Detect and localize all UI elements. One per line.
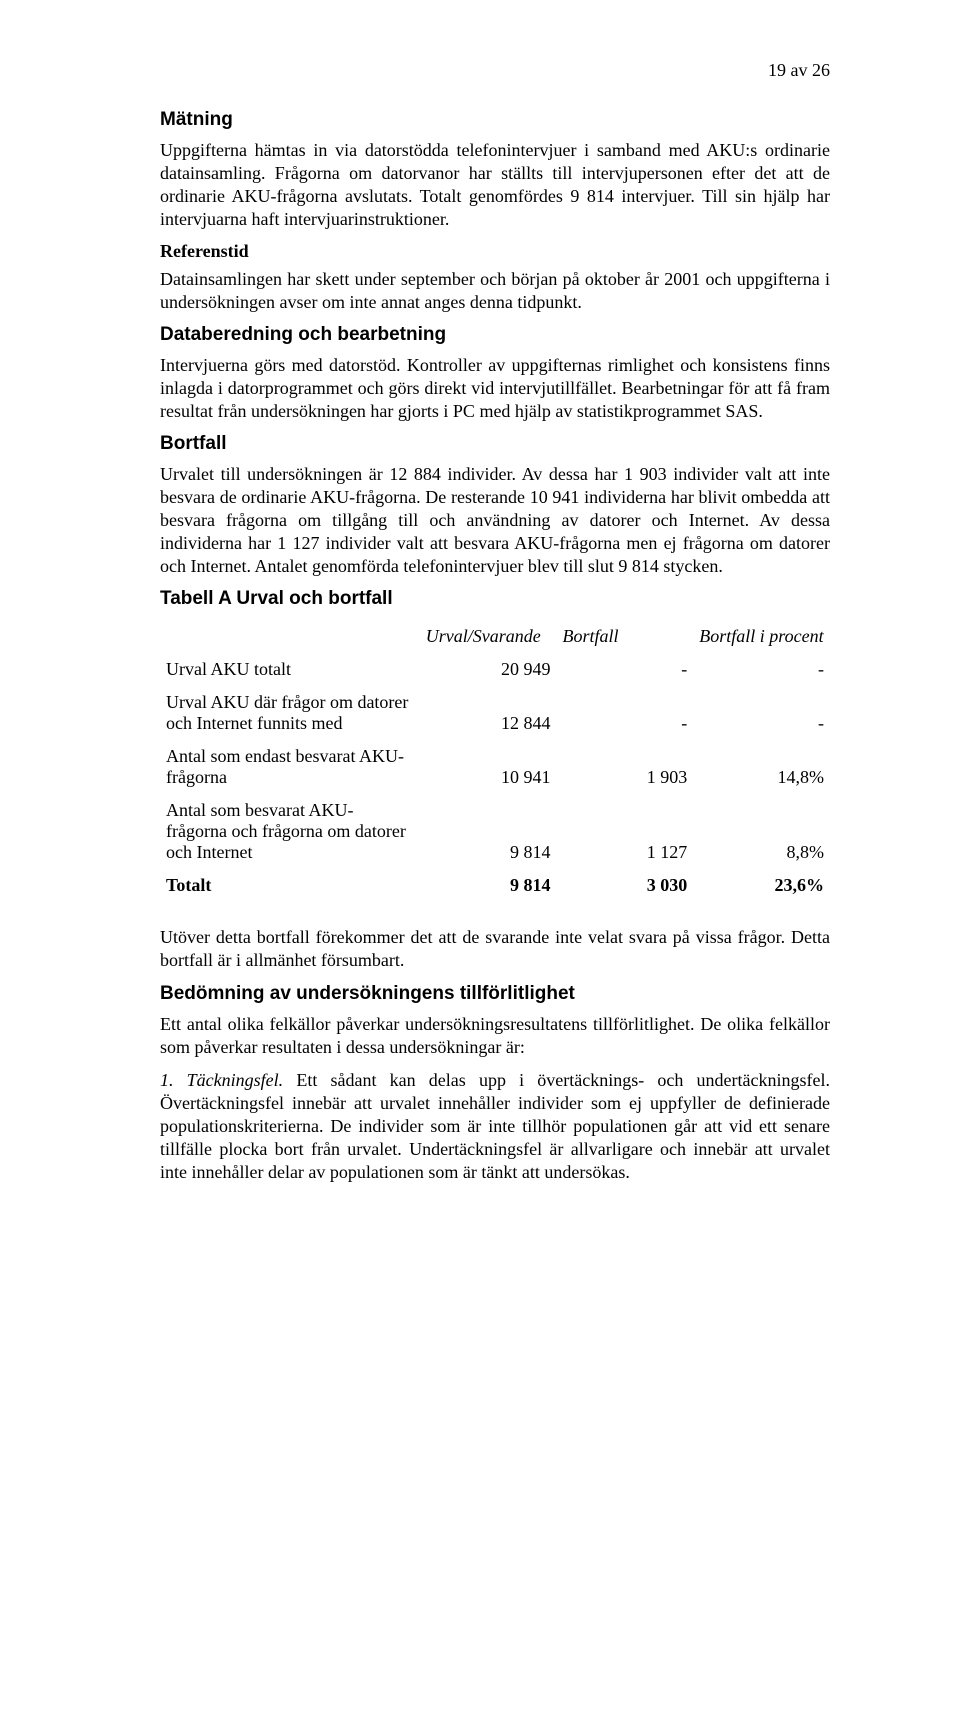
paragraph-databeredning: Intervjuerna görs med datorstöd. Kontrol… <box>160 354 830 423</box>
table-urval-bortfall: Urval/Svarande Bortfall Bortfall i proce… <box>160 620 830 902</box>
table-cell: Antal som endast besvarat AKU-frågorna <box>160 740 420 794</box>
table-header-cell: Urval/Svarande <box>420 620 557 653</box>
table-cell: 9 814 <box>420 869 557 902</box>
heading-bortfall: Bortfall <box>160 433 830 455</box>
paragraph-bedomning: Ett antal olika felkällor påverkar under… <box>160 1013 830 1059</box>
table-header-row: Urval/Svarande Bortfall Bortfall i proce… <box>160 620 830 653</box>
table-cell: 12 844 <box>420 686 557 740</box>
table-cell: Urval AKU totalt <box>160 653 420 686</box>
table-cell: 3 030 <box>557 869 694 902</box>
paragraph-after-table: Utöver detta bortfall förekommer det att… <box>160 926 830 972</box>
list-item-tackningsfel: 1. Täckningsfel. Ett sådant kan delas up… <box>160 1069 830 1184</box>
table-row: Urval AKU totalt 20 949 - - <box>160 653 830 686</box>
table-header-cell: Bortfall <box>557 620 694 653</box>
table-cell: - <box>693 686 830 740</box>
table-row: Urval AKU där frågor om datorer och Inte… <box>160 686 830 740</box>
table-cell: 20 949 <box>420 653 557 686</box>
table-cell: - <box>693 653 830 686</box>
table-header-cell: Bortfall i procent <box>693 620 830 653</box>
heading-bedomning: Bedömning av undersökningens tillförlitl… <box>160 983 830 1005</box>
paragraph-bortfall: Urvalet till undersökningen är 12 884 in… <box>160 463 830 578</box>
table-total-row: Totalt 9 814 3 030 23,6% <box>160 869 830 902</box>
table-cell: 8,8% <box>693 794 830 869</box>
heading-matning: Mätning <box>160 109 830 131</box>
table-cell: Antal som besvarat AKU-frågorna och fråg… <box>160 794 420 869</box>
table-cell: Totalt <box>160 869 420 902</box>
table-row: Antal som endast besvarat AKU-frågorna 1… <box>160 740 830 794</box>
table-cell: 9 814 <box>420 794 557 869</box>
list-term: Täckningsfel. <box>187 1070 284 1090</box>
table-cell: 14,8% <box>693 740 830 794</box>
table-cell: 1 903 <box>557 740 694 794</box>
table-cell: Urval AKU där frågor om datorer och Inte… <box>160 686 420 740</box>
table-cell: 10 941 <box>420 740 557 794</box>
page-number: 19 av 26 <box>160 60 830 81</box>
table-header-cell <box>160 620 420 653</box>
paragraph-matning: Uppgifterna hämtas in via datorstödda te… <box>160 139 830 231</box>
table-cell: 23,6% <box>693 869 830 902</box>
table-cell: - <box>557 653 694 686</box>
table-title: Tabell A Urval och bortfall <box>160 588 830 610</box>
document-page: 19 av 26 Mätning Uppgifterna hämtas in v… <box>0 0 960 1254</box>
heading-referenstid: Referenstid <box>160 241 830 262</box>
list-number: 1. <box>160 1070 174 1090</box>
paragraph-referenstid: Datainsamlingen har skett under septembe… <box>160 268 830 314</box>
heading-databeredning: Databeredning och bearbetning <box>160 324 830 346</box>
table-cell: 1 127 <box>557 794 694 869</box>
table-cell: - <box>557 686 694 740</box>
table-row: Antal som besvarat AKU-frågorna och fråg… <box>160 794 830 869</box>
